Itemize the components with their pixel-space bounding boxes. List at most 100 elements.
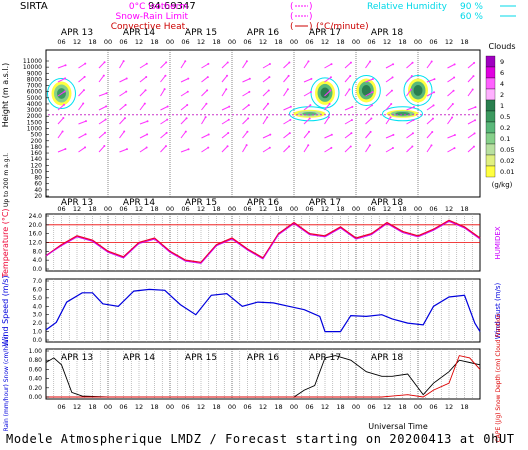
series-line xyxy=(45,288,481,333)
wind-barb-head xyxy=(286,88,289,91)
wind-barb-head xyxy=(307,60,310,63)
wind-barb-head xyxy=(472,145,475,148)
wind-barb xyxy=(139,133,148,139)
hour-tick-label: 00 xyxy=(104,403,112,411)
wind-barb-head xyxy=(350,119,353,121)
wind-barb-head xyxy=(453,147,456,150)
wind-barb xyxy=(160,106,168,111)
wind-barb xyxy=(139,103,146,111)
wind-barb xyxy=(201,116,207,125)
hour-tick-label: 18 xyxy=(460,205,468,213)
wind-barb xyxy=(262,134,271,139)
wind-barb-head xyxy=(349,61,352,64)
wind-barb-head xyxy=(145,75,148,78)
wind-barb-head xyxy=(205,102,208,105)
wind-barb xyxy=(467,133,475,139)
wind-barb-head xyxy=(287,74,290,77)
wind-barb-head xyxy=(412,119,415,122)
wind-barb xyxy=(426,145,432,153)
wind-barb xyxy=(221,119,230,125)
cloud-patch-peak xyxy=(413,85,423,96)
wind-barb-head xyxy=(370,117,373,120)
wind-barb-head xyxy=(226,61,229,64)
wind-barb xyxy=(324,90,331,97)
wind-barb-head xyxy=(227,118,230,121)
hour-tick-label: 00 xyxy=(166,205,174,213)
wind-barb-head xyxy=(125,148,128,151)
hour-tick-label: 06 xyxy=(57,403,65,411)
humidity-legend-value: 90 % xyxy=(460,2,483,12)
wind-barb xyxy=(160,145,167,153)
wind-barb-head xyxy=(433,91,436,94)
wind-barb xyxy=(57,64,66,69)
hour-tick-label: 18 xyxy=(336,205,344,213)
wind-barb-head xyxy=(308,130,311,133)
wind-barb-head xyxy=(125,90,128,93)
wind-barb-head xyxy=(268,76,271,79)
wind-barb-head xyxy=(411,145,414,148)
wind-barb xyxy=(262,147,271,153)
wind-barb xyxy=(303,118,311,125)
hour-tick-label: 00 xyxy=(290,38,298,46)
wind-barb xyxy=(78,89,85,97)
wind-barb-head xyxy=(226,74,229,77)
y-tick-label: 0.0 xyxy=(32,266,42,273)
wind-barb-head xyxy=(329,76,332,79)
wind-barb xyxy=(344,106,353,111)
hour-tick-label: 06 xyxy=(305,38,313,46)
hour-tick-label: 06 xyxy=(181,205,189,213)
wind-barb-head xyxy=(390,102,393,105)
wind-barb xyxy=(406,119,414,125)
height-tick-label: 80 xyxy=(34,175,42,182)
series-line xyxy=(45,221,481,264)
wind-barb xyxy=(221,88,227,97)
wind-barb xyxy=(180,78,189,83)
cloud-panel-frame xyxy=(45,49,481,198)
wind-barb xyxy=(57,104,65,111)
wind-barb xyxy=(78,76,85,83)
date-label: APR 14 xyxy=(123,198,155,208)
hour-tick-label: 12 xyxy=(259,205,267,213)
wind-barb xyxy=(180,60,186,69)
height-tick-label: 6000 xyxy=(27,89,42,96)
hour-tick-label: 06 xyxy=(367,38,375,46)
colorbar-level-label: 0.02 xyxy=(500,157,514,165)
legend-left: 0°C isotherm () Snow-Rain Limit () Convectiv… xyxy=(111,2,369,32)
hour-tick-label: 12 xyxy=(321,38,329,46)
wind-barb-head xyxy=(187,77,190,80)
wind-barb-head xyxy=(430,144,433,147)
wind-barb xyxy=(57,77,66,83)
hour-tick-label: 12 xyxy=(73,403,81,411)
wind-barb-head xyxy=(63,90,66,93)
hour-tick-label: 12 xyxy=(197,403,205,411)
wind-barb xyxy=(98,92,107,97)
wind-barb-head xyxy=(452,89,455,92)
height-tick-label: 7000 xyxy=(27,83,42,90)
colorbar-swatch xyxy=(485,110,496,123)
colorbar-swatch xyxy=(485,77,496,90)
hour-tick-label: 06 xyxy=(305,403,313,411)
wind-barb xyxy=(98,145,105,153)
height-tick-label: 11000 xyxy=(23,58,42,65)
y-tick-label: 5.0 xyxy=(32,295,42,302)
wind-barb-head xyxy=(329,89,332,92)
wind-barb-head xyxy=(61,130,64,133)
y-tick-label: 0.60 xyxy=(29,366,43,373)
y-tick-label: 1.00 xyxy=(29,348,43,355)
wind-barb-head xyxy=(330,133,333,136)
y-tick-label: 6.0 xyxy=(32,286,42,293)
wind-barb xyxy=(365,118,372,125)
wind-barb xyxy=(467,119,476,125)
hour-tick-label: 00 xyxy=(352,38,360,46)
cloud-patch-peak xyxy=(320,87,330,99)
legend-right: Relative Humidity 90 %60 % xyxy=(367,2,516,22)
hour-tick-label: 00 xyxy=(228,403,236,411)
wind-barb-head xyxy=(207,133,210,136)
height-tick-label: 140 xyxy=(31,156,43,163)
wind-barb xyxy=(139,120,148,125)
hour-tick-label: 00 xyxy=(166,38,174,46)
wind-barb xyxy=(426,131,433,139)
precip-ylabel2: CAPE (J/g) Snow Depth (cm) Cloud Fractio… xyxy=(495,313,502,442)
wind-barb xyxy=(57,91,65,97)
hour-tick-label: 12 xyxy=(445,403,453,411)
